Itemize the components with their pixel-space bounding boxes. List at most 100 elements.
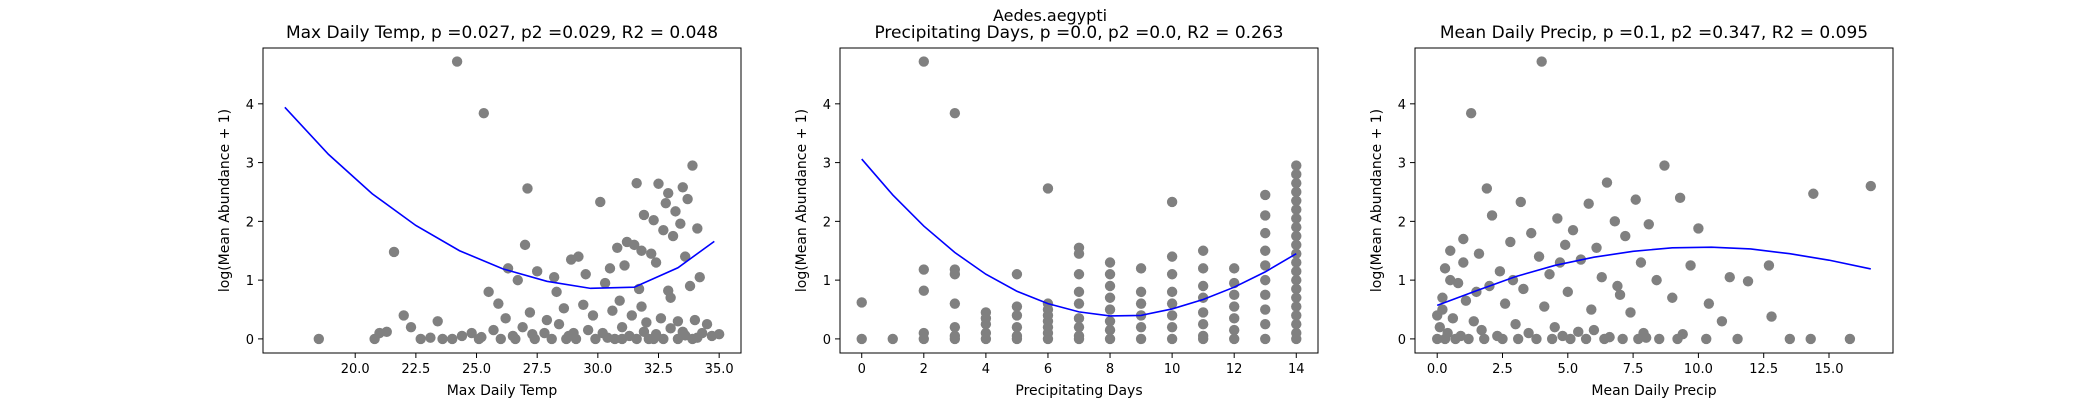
data-point [631, 333, 642, 345]
x-tick-label: 4 [982, 362, 990, 377]
data-point [595, 196, 606, 208]
data-point [524, 307, 536, 318]
data-point [1468, 316, 1479, 327]
data-point [918, 285, 930, 296]
x-tick-label: 22.5 [401, 362, 430, 377]
data-point [980, 333, 992, 345]
data-point [1042, 333, 1054, 345]
data-point [1596, 271, 1607, 283]
y-tick-label: 3 [1398, 157, 1406, 172]
data-point [483, 286, 494, 298]
data-point [1166, 298, 1178, 309]
data-point [1135, 321, 1147, 333]
data-point [1073, 321, 1085, 333]
data-point [949, 298, 961, 309]
data-point [1724, 271, 1735, 283]
data-point [437, 333, 448, 345]
data-point [553, 319, 565, 330]
data-point [1599, 333, 1610, 345]
data-point [638, 209, 650, 221]
data-point [1539, 301, 1550, 312]
data-point [500, 313, 511, 324]
x-tick-label: 35.0 [705, 362, 734, 377]
x-axis-label: Mean Daily Precip [1591, 383, 1716, 399]
data-point [1104, 280, 1116, 292]
data-point [447, 333, 458, 345]
data-point [1439, 333, 1451, 345]
data-point [1452, 277, 1464, 289]
data-point [1011, 301, 1023, 312]
data-point [1437, 292, 1448, 303]
x-tick-label: 12 [1226, 362, 1243, 377]
data-point [1552, 213, 1563, 224]
data-point [1567, 224, 1579, 236]
data-point [519, 239, 531, 251]
data-point [1260, 289, 1271, 301]
data-point [636, 301, 647, 312]
data-point [949, 269, 961, 280]
data-point [1674, 192, 1686, 204]
x-tick-label: 14 [1288, 362, 1305, 377]
data-point [1228, 263, 1240, 274]
data-point [493, 298, 504, 309]
data-point [546, 333, 557, 345]
data-point [1042, 183, 1054, 194]
data-point [1166, 321, 1178, 333]
data-point [655, 313, 667, 324]
x-tick-label: 25.0 [462, 362, 491, 377]
figure-suptitle: Aedes.aegypti [992, 6, 1108, 25]
y-tick-label: 0 [823, 333, 831, 348]
data-point [1588, 324, 1600, 336]
data-point [1197, 263, 1209, 274]
data-point [1228, 301, 1240, 312]
data-point [1586, 304, 1597, 315]
data-point [1260, 319, 1271, 330]
data-point [405, 321, 417, 333]
data-point [369, 333, 380, 345]
data-point [1011, 333, 1023, 345]
data-point [1486, 210, 1498, 221]
data-point [670, 206, 681, 217]
data-point [1166, 251, 1178, 262]
data-point [451, 56, 463, 67]
axes-frame [839, 47, 1319, 354]
data-point [1197, 280, 1209, 292]
data-point [949, 321, 961, 333]
data-point [689, 314, 701, 326]
data-point [1260, 210, 1271, 221]
data-point [1620, 230, 1631, 242]
data-point [1512, 333, 1524, 345]
data-point [694, 271, 705, 283]
data-point [675, 218, 686, 229]
data-point [1011, 269, 1023, 280]
data-point [1625, 307, 1636, 318]
y-tick-label: 3 [246, 157, 254, 172]
data-point [1473, 248, 1485, 259]
data-point [653, 178, 664, 189]
data-point [1557, 330, 1568, 342]
data-point [1228, 333, 1240, 345]
data-point [626, 310, 638, 321]
data-point [1166, 269, 1178, 280]
data-point [1291, 204, 1302, 215]
data-point [1844, 333, 1856, 345]
x-tick-label: 0 [858, 362, 866, 377]
data-point [631, 177, 642, 189]
data-point [476, 331, 487, 343]
data-point [590, 333, 601, 345]
y-tick-label: 4 [1398, 98, 1406, 113]
data-point [918, 264, 930, 275]
subplot-1: Max Daily Temp, p =0.027, p2 =0.029, R2 … [217, 23, 742, 399]
data-point [677, 326, 688, 338]
data-point [665, 292, 676, 303]
x-tick-label: 12.5 [1749, 362, 1778, 377]
y-tick-label: 3 [823, 157, 831, 172]
data-point [648, 214, 659, 226]
data-point [1481, 183, 1493, 194]
x-tick-label: 5.0 [1557, 362, 1578, 377]
data-point [1554, 257, 1566, 268]
data-point [1073, 269, 1085, 280]
data-point [1135, 333, 1147, 345]
x-tick-label: 2.5 [1492, 362, 1513, 377]
x-tick-label: 10.0 [1684, 362, 1713, 377]
